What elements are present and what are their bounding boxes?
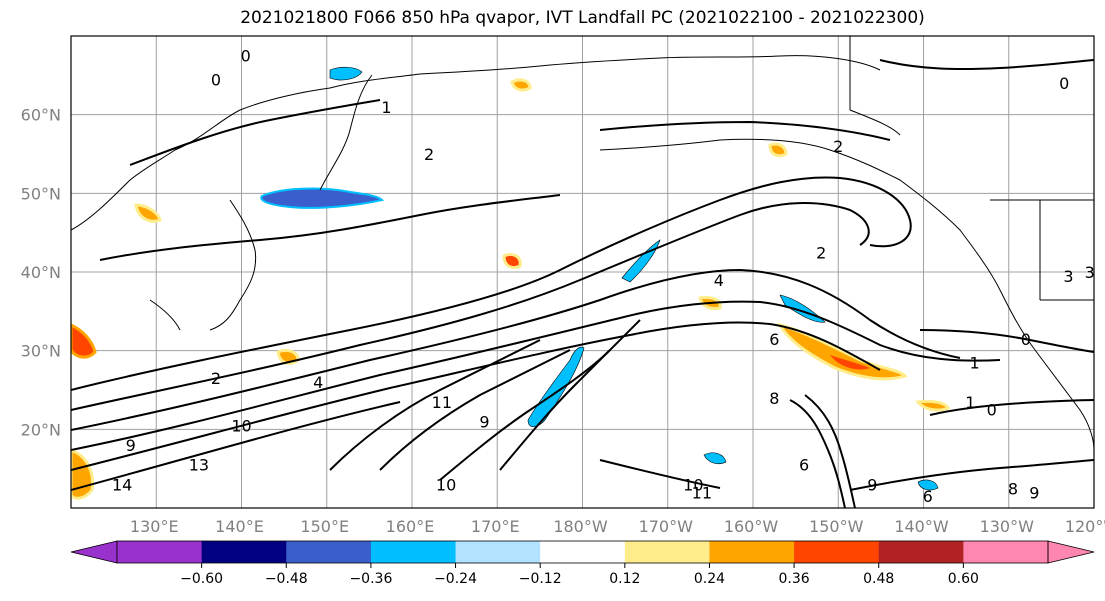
longitude-labels: 130°E 140°E 150°E 160°E 170°E 180°W 170°W 160°W… [130, 517, 1105, 536]
longitude-tick-label: 150°W [809, 517, 864, 536]
contour-label: 8 [769, 389, 779, 408]
blue-anomaly [917, 479, 939, 491]
longitude-tick-label: 160°W [724, 517, 779, 536]
contour-label: 6 [799, 456, 809, 475]
contour-label: 6 [923, 487, 933, 506]
contour-label: 2 [833, 137, 843, 156]
contours [71, 59, 1094, 508]
longitude-tick-label: 140°E [215, 517, 264, 536]
colorbar-band [624, 541, 710, 563]
contour-label: 0 [987, 401, 997, 420]
longitude-tick-label: 160°E [386, 517, 435, 536]
contour-label: 0 [211, 70, 221, 89]
contour-label: 9 [479, 412, 489, 431]
contour-label: 2 [816, 243, 826, 262]
contour-label: 8 [1008, 479, 1018, 498]
contour-label: 13 [189, 456, 209, 475]
latitude-tick-label: 50°N [21, 184, 61, 203]
longitude-tick-label: 150°E [300, 517, 349, 536]
colorbar-tick-label: 0.24 [694, 571, 725, 587]
colorbar-tick-label: −0.12 [519, 571, 562, 587]
longitude-tick-label: 170°E [471, 517, 520, 536]
contour-label: 0 [1059, 74, 1069, 93]
contour-label: 11 [432, 393, 452, 412]
colorbar-band [286, 541, 372, 563]
contour-label: 2 [424, 145, 434, 164]
latitude-labels: 60°N 50°N 40°N 30°N 20°N [21, 106, 61, 440]
contour-label: 0 [1021, 330, 1031, 349]
map-frame [70, 35, 1095, 509]
colorbar-band [540, 541, 626, 563]
contour-label: 6 [769, 330, 779, 349]
coastlines [71, 36, 1094, 451]
colorbar-tick-label: −0.24 [434, 571, 477, 587]
longitude-tick-label: 130°W [980, 517, 1035, 536]
orange-anomaly [768, 142, 788, 158]
contour-label: 3 [1085, 263, 1095, 282]
contour-label: 9 [1029, 483, 1039, 502]
blue-anomaly [329, 66, 363, 81]
colorbar-tick-label: 0.12 [609, 571, 640, 587]
colorbar-tick-label: −0.60 [180, 571, 223, 587]
orange-anomaly [134, 203, 162, 223]
longitude-tick-label: 130°E [130, 517, 179, 536]
contour-label: 10 [683, 475, 703, 494]
latitude-tick-label: 40°N [21, 263, 61, 282]
blue-anomaly [703, 452, 727, 465]
colorbar-tick-label: 0.36 [779, 571, 810, 587]
latitude-tick-label: 30°N [21, 342, 61, 361]
gridlines [71, 36, 1094, 508]
contour-label: 1 [970, 353, 980, 372]
colorbar-tick-label: −0.36 [349, 571, 392, 587]
orange-anomaly [71, 323, 97, 359]
longitude-tick-label: 180°W [553, 517, 608, 536]
contour-label: 9 [867, 475, 877, 494]
colorbar-band [201, 541, 287, 563]
colorbar: −0.60 −0.48 −0.36 −0.24 −0.12 0.12 0.24 0.36 0.4… [70, 540, 1095, 587]
contour-label: 4 [714, 271, 724, 290]
contour-label: 10 [231, 416, 251, 435]
contour-label: 11 [692, 483, 712, 502]
contour-label: 3 [1063, 267, 1073, 286]
colorbar-band [963, 541, 1049, 563]
colorbar-tick-label: 0.48 [863, 571, 894, 587]
colorbar-band [709, 541, 795, 563]
colorbar-band [878, 541, 964, 563]
colorbar-band [455, 541, 541, 563]
colorbar-outline [116, 540, 1049, 564]
longitude-tick-label: 120°W [1065, 517, 1105, 536]
latitude-tick-label: 60°N [21, 106, 61, 125]
longitude-tick-label: 170°W [639, 517, 694, 536]
colorbar-band [117, 541, 203, 563]
latitude-tick-label: 20°N [21, 420, 61, 439]
colorbar-band [794, 541, 880, 563]
red-anomaly [830, 355, 870, 370]
contour-label: 4 [313, 373, 323, 392]
blue-anomaly [260, 187, 384, 209]
colorbar-tick-label: −0.48 [265, 571, 308, 587]
longitude-tick-label: 140°W [894, 517, 949, 536]
colorbar-tick-label: 0.60 [948, 571, 979, 587]
colorbar-extend-high [1047, 540, 1095, 564]
contour-label: 9 [126, 436, 136, 455]
contour-label: 10 [436, 475, 456, 494]
figure-title: 2021021800 F066 850 hPa qvapor, IVT Land… [240, 8, 925, 28]
contour-label: 1 [381, 98, 391, 117]
colorbar-band [370, 541, 457, 563]
contour-label: 0 [241, 47, 251, 66]
contour-label: 14 [112, 475, 132, 494]
orange-anomaly [510, 78, 532, 92]
colorbar-extend-low [70, 540, 118, 564]
contour-label: 1 [965, 393, 975, 412]
orange-anomaly [915, 399, 951, 412]
orange-anomaly [502, 252, 522, 270]
contour-label: 2 [211, 369, 221, 388]
